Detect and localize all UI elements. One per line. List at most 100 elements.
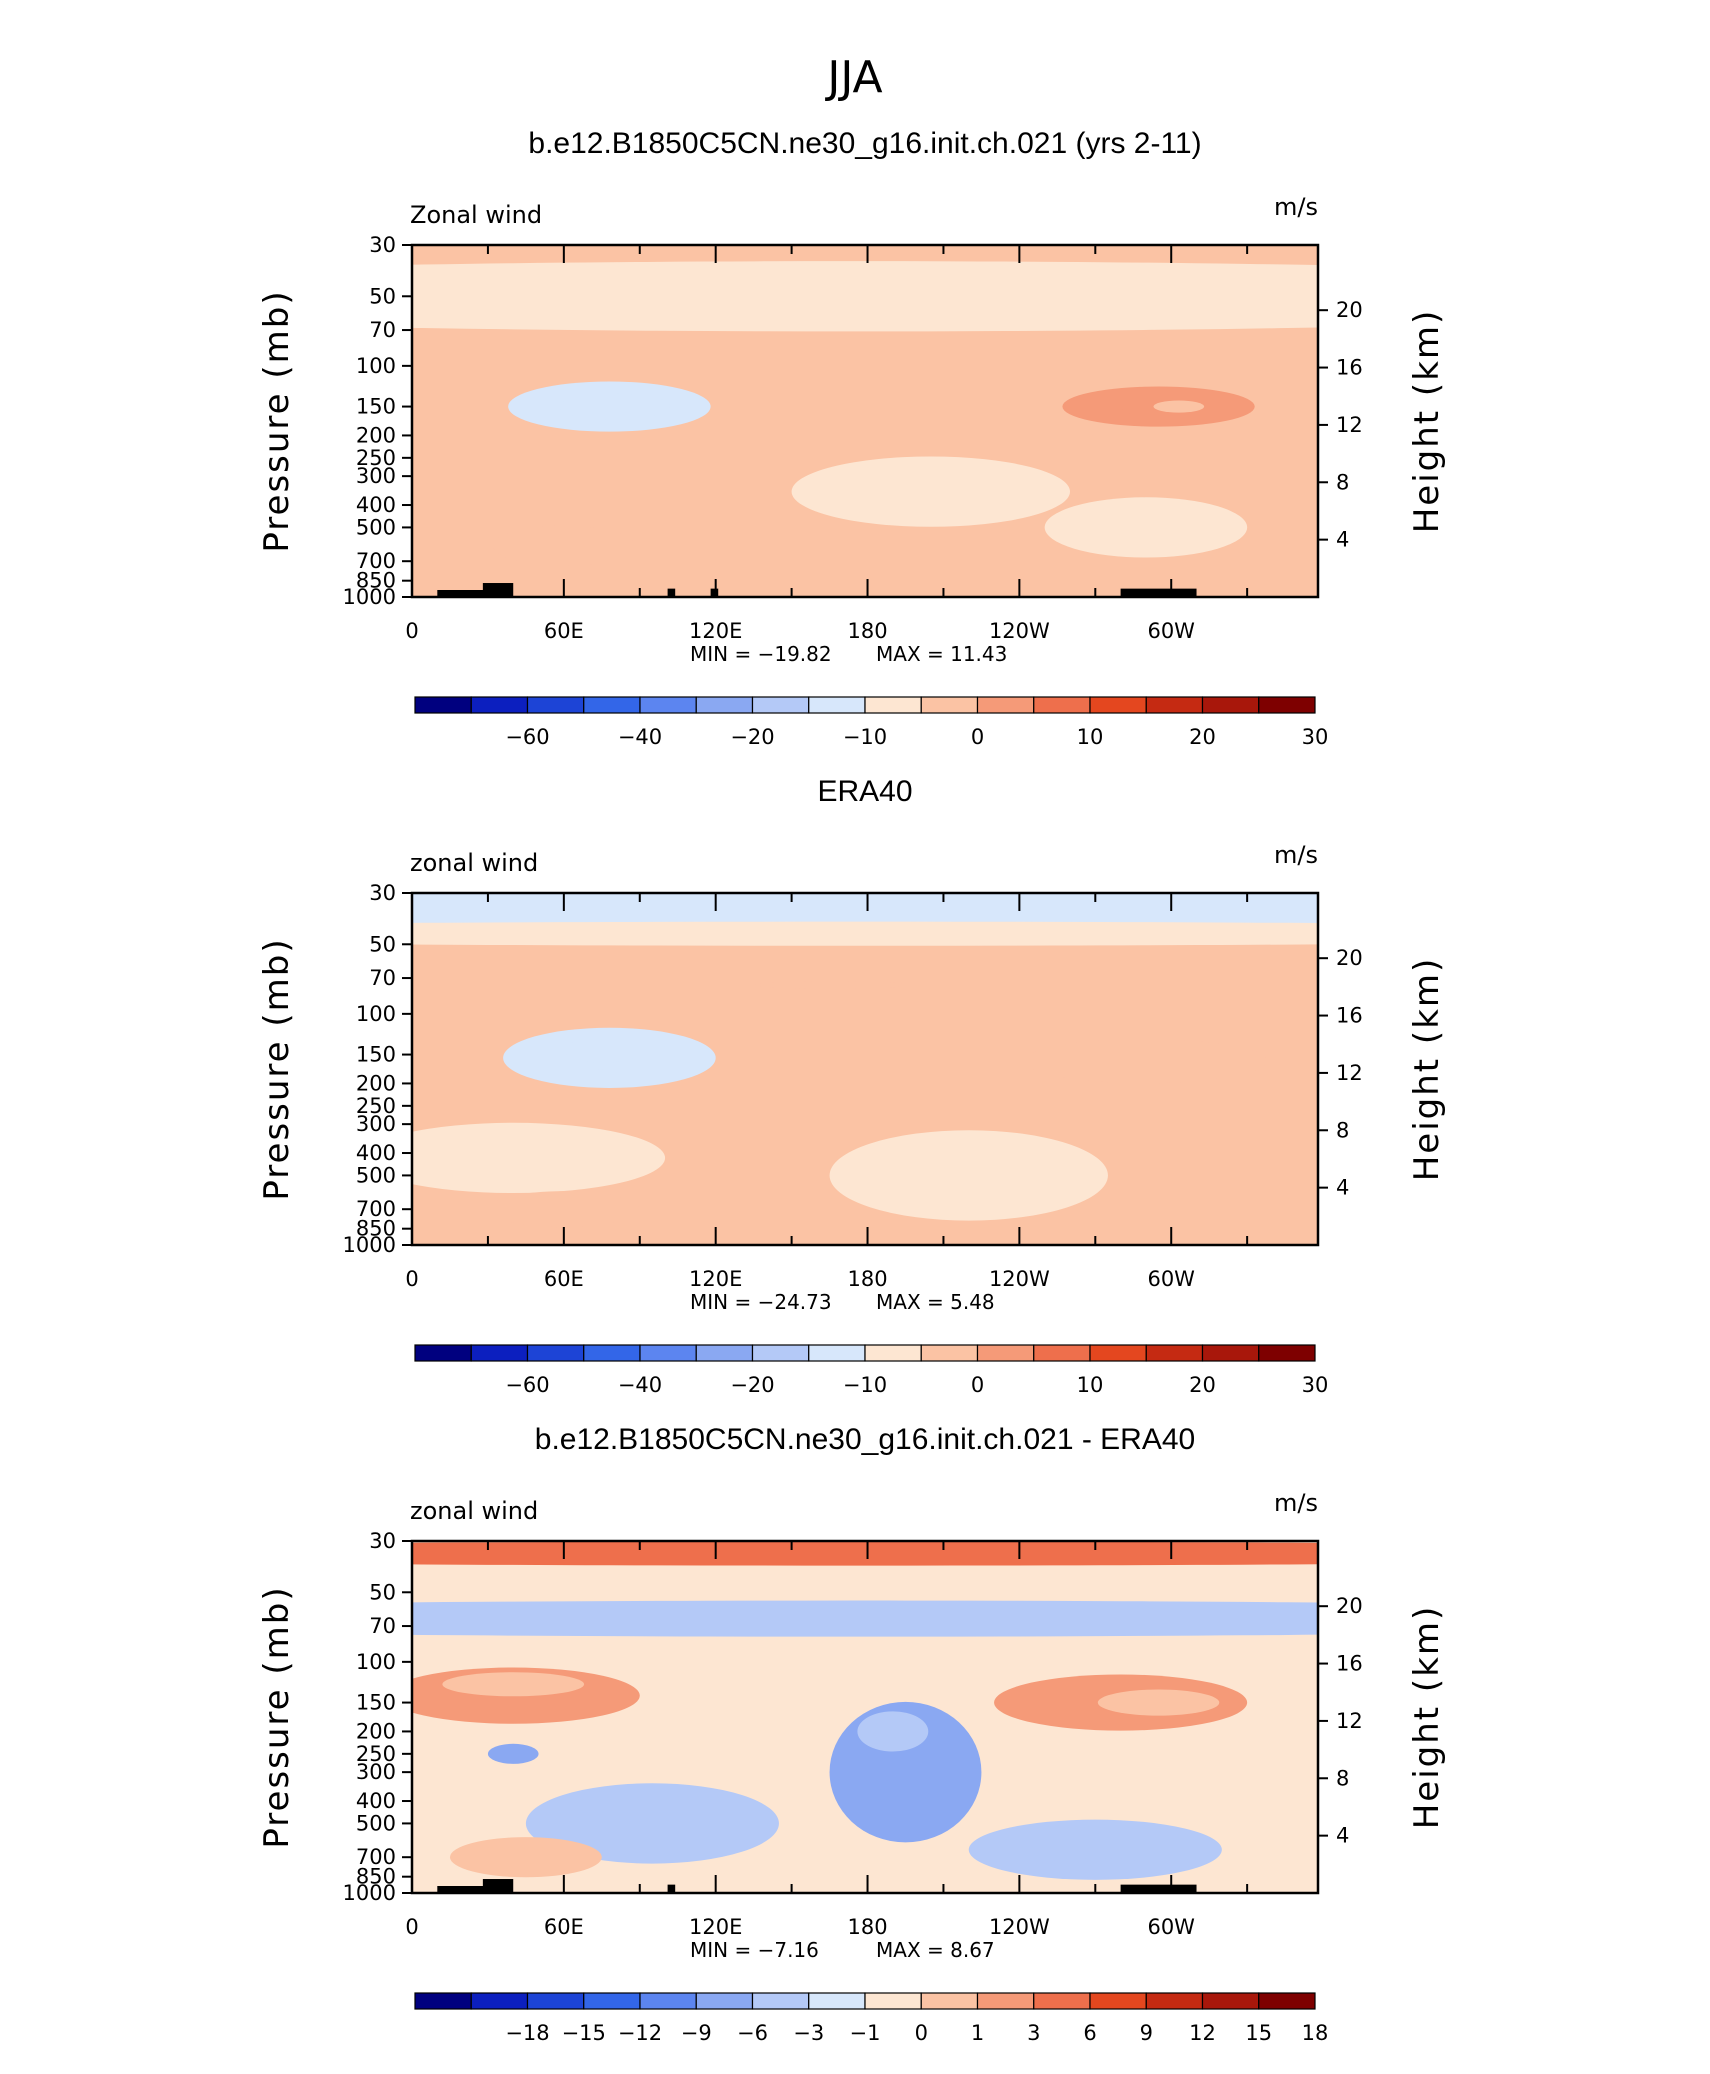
x-tick-label: 60W (1147, 619, 1195, 643)
x-tick-label: 180 (847, 1915, 887, 1939)
colorbar-tick-label: 18 (1302, 2021, 1329, 2045)
contour-region (566, 1046, 638, 1063)
y2-tick-label: 16 (1336, 1004, 1363, 1028)
colorbar-box (751, 696, 810, 714)
panel-title: b.e12.B1850C5CN.ne30_g16.init.ch.021 (yr… (528, 127, 1201, 160)
contour-field (412, 245, 1318, 597)
colorbar-tick-label: −40 (618, 725, 662, 749)
panel-title: b.e12.B1850C5CN.ne30_g16.init.ch.021 - E… (535, 1423, 1195, 1456)
y2-tick-label: 4 (1336, 528, 1349, 552)
colorbar-tick-label: 0 (971, 1373, 984, 1397)
y2-tick-label: 20 (1336, 1594, 1363, 1618)
colorbar-box (920, 1992, 979, 2010)
x-tick-label: 120W (989, 1267, 1050, 1291)
y-tick-label: 1000 (343, 1233, 396, 1257)
colorbar-tick-label: −1 (850, 2021, 881, 2045)
contour-field (412, 893, 1318, 1245)
panel-model: b.e12.B1850C5CN.ne30_g16.init.ch.021 (yr… (257, 127, 1447, 749)
colorbar-box (864, 1344, 922, 1362)
x-tick-label: 120E (689, 619, 742, 643)
topography-mask (667, 1884, 676, 1893)
colorbar-box (751, 1992, 810, 2010)
y-tick-label: 70 (369, 966, 396, 990)
x-tick-label: 0 (405, 1915, 418, 1939)
min-label: MIN = −7.16 (690, 1938, 819, 1962)
units-label: m/s (1274, 193, 1318, 221)
colorbar-box (639, 1992, 697, 2010)
figure-title: JJA (824, 52, 882, 103)
contour-region (1097, 1689, 1220, 1716)
y2-tick-label: 8 (1336, 1118, 1349, 1142)
y-tick-label: 150 (356, 395, 396, 419)
contour-region (753, 980, 906, 989)
variable-label: zonal wind (410, 849, 538, 877)
y-tick-label: 300 (356, 1112, 396, 1136)
colorbar-tick-label: −60 (505, 725, 549, 749)
y-tick-label: 50 (369, 284, 396, 308)
colorbar-box (1201, 696, 1260, 714)
colorbar-tick-label: −60 (505, 1373, 549, 1397)
variable-label: Zonal wind (410, 201, 542, 229)
y-tick-label: 70 (369, 1614, 396, 1638)
colorbar-tick-label: 30 (1302, 725, 1329, 749)
colorbar-box (1145, 696, 1204, 714)
colorbar-tick-label: −12 (618, 2021, 662, 2045)
y2-tick-label: 16 (1336, 1652, 1363, 1676)
colorbar-box (864, 1992, 922, 2010)
colorbar-box (808, 1344, 866, 1362)
contour-region (412, 388, 433, 425)
max-label: MAX = 11.43 (876, 642, 1007, 666)
colorbar-box (1258, 1992, 1316, 2010)
x-tick-label: 180 (847, 1267, 887, 1291)
contour-region (412, 261, 1318, 332)
colorbar-box (1145, 1344, 1204, 1362)
y2-axis-title: Height (km) (1407, 309, 1447, 534)
y-axis-title: Pressure (mb) (257, 289, 297, 552)
x-tick-label: 60E (544, 619, 584, 643)
contour-region (525, 1783, 779, 1864)
colorbar-box (1033, 1344, 1091, 1362)
colorbar-tick-label: 10 (1077, 725, 1104, 749)
y2-tick-label: 12 (1336, 1061, 1363, 1085)
y-tick-label: 50 (369, 1580, 396, 1604)
colorbar-tick-label: 12 (1189, 2021, 1216, 2045)
contour-region (412, 1600, 1318, 1637)
topography-mask (667, 588, 676, 597)
y-tick-label: 100 (356, 354, 396, 378)
y-tick-label: 1000 (343, 1881, 396, 1905)
colorbar-tick-label: 0 (971, 725, 984, 749)
contour-region (1044, 497, 1248, 558)
colorbar-box (414, 1992, 472, 2010)
y2-tick-label: 4 (1336, 1824, 1349, 1848)
y-tick-label: 700 (356, 549, 396, 573)
y-tick-label: 400 (356, 1141, 396, 1165)
y-tick-label: 30 (369, 1529, 396, 1553)
colorbar-tick-label: 0 (915, 2021, 928, 2045)
colorbar-box (526, 1344, 585, 1362)
colorbar-box (1201, 1992, 1260, 2010)
colorbar-tick-label: 3 (1027, 2021, 1040, 2045)
colorbar-box (1033, 1992, 1091, 2010)
contour-region (442, 1672, 585, 1697)
y-tick-label: 250 (356, 446, 396, 470)
x-tick-label: 0 (405, 1267, 418, 1291)
contour-region (412, 921, 1318, 946)
contour-region (968, 1819, 1222, 1880)
contour-region (791, 456, 1070, 527)
colorbar-box (639, 1344, 697, 1362)
y-tick-label: 50 (369, 932, 396, 956)
colorbar-box (864, 696, 922, 714)
colorbar-box (1089, 1344, 1147, 1362)
contour-field (412, 1541, 1318, 1893)
x-tick-label: 60W (1147, 1915, 1195, 1939)
contour-region (558, 393, 671, 420)
colorbar-box (526, 696, 585, 714)
panel-title: ERA40 (817, 775, 912, 808)
colorbar-box (976, 1344, 1035, 1362)
y-tick-label: 70 (369, 318, 396, 342)
y-tick-label: 150 (356, 1691, 396, 1715)
min-label: MIN = −19.82 (690, 642, 832, 666)
colorbar-tick-label: 20 (1189, 1373, 1216, 1397)
y-tick-label: 200 (356, 1071, 396, 1095)
